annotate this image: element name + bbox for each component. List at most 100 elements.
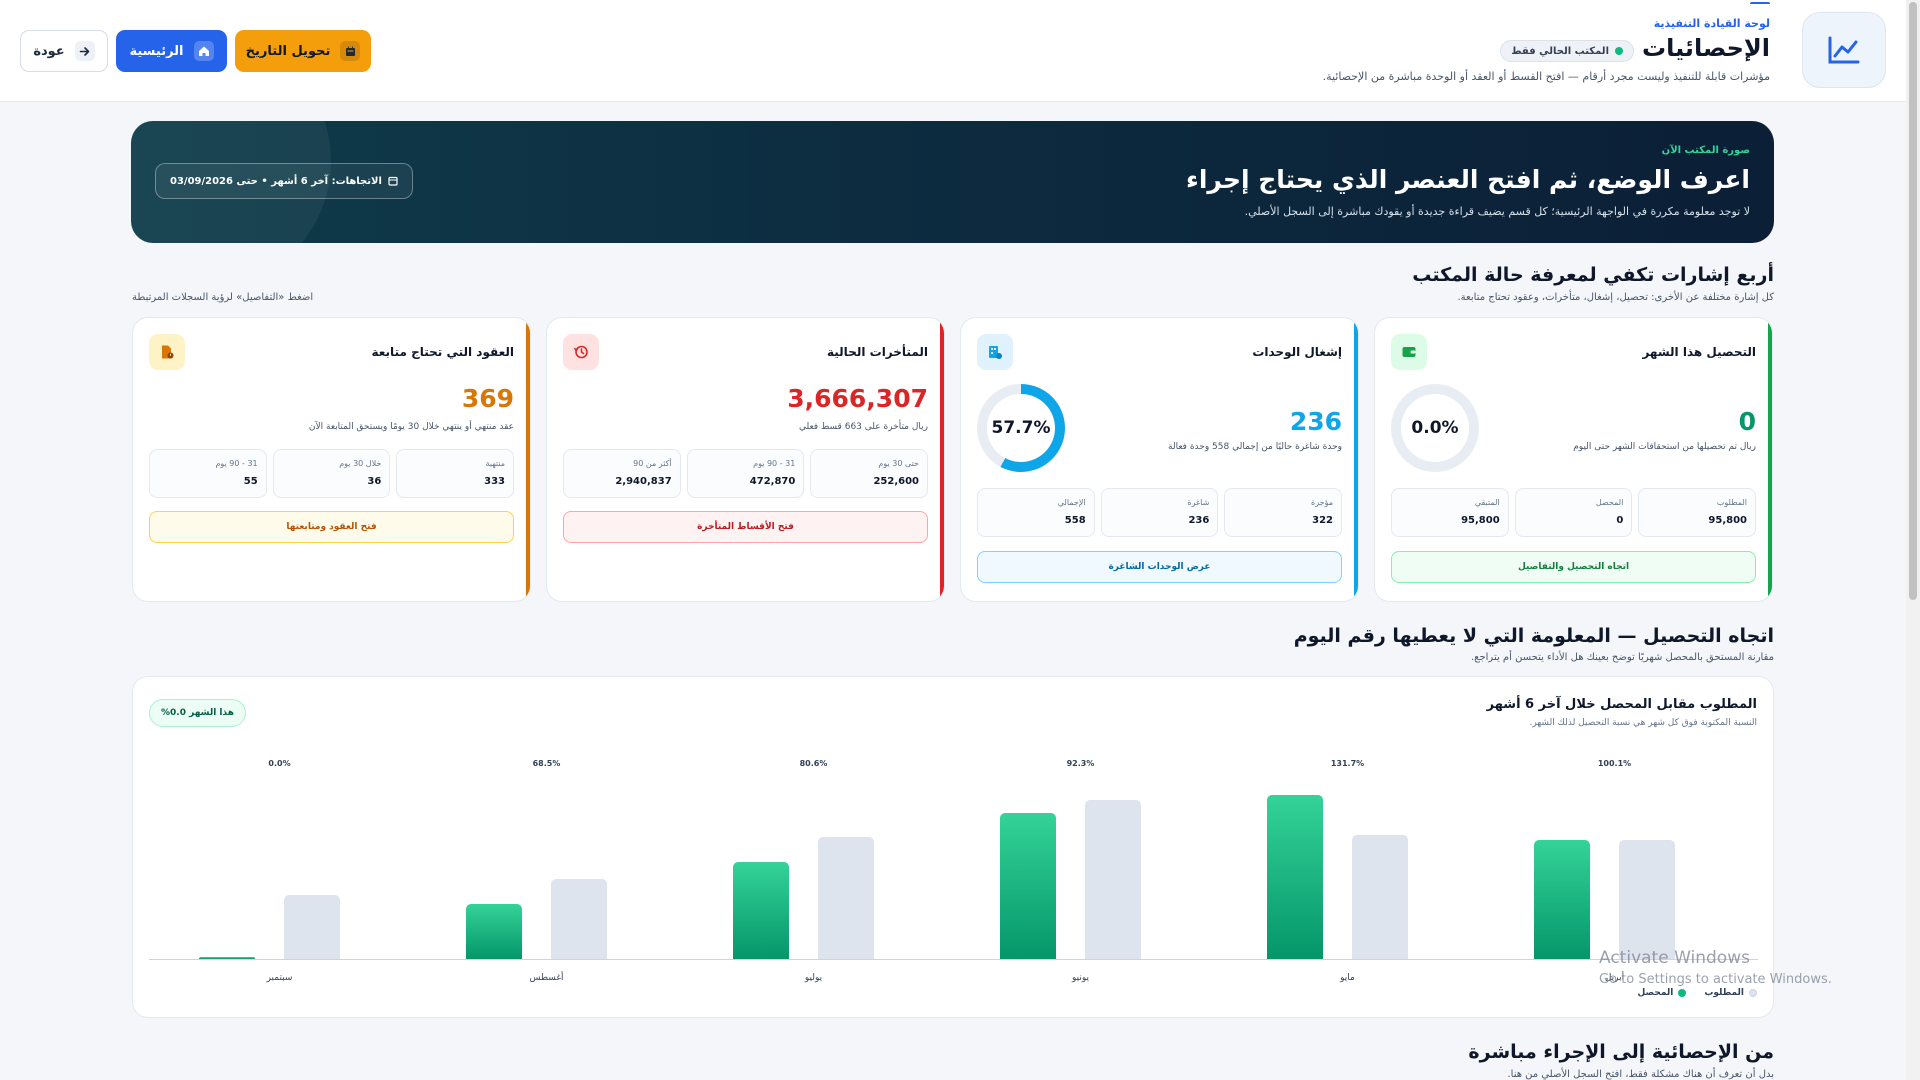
status-dot-icon [1615, 47, 1623, 55]
occupancy-rate-donut: 57.7% [977, 384, 1065, 472]
bar-required [284, 895, 340, 959]
stat-31-90: 31 - 90 يوم 472,870 [686, 449, 805, 498]
chart-line-icon [1828, 36, 1860, 64]
contract-icon [149, 334, 185, 370]
month-label: مايو [1340, 973, 1355, 983]
bar-collected [199, 956, 255, 959]
wallet-icon [1391, 334, 1427, 370]
action-section-subtitle: بدل أن تعرف أن هناك مشكلة فقط، افتح السج… [1507, 1069, 1774, 1080]
month-label: أغسطس [529, 973, 564, 983]
hero-description: لا توجد معلومة مكررة في الواجهة الرئيسية… [1244, 205, 1750, 218]
stat-31-90: 31 - 90 يوم 55 [148, 449, 267, 498]
collection-rate-label: 92.3% [1066, 759, 1095, 768]
app-logo [1802, 12, 1886, 88]
details-hint: اضغط «التفاصيل» لرؤية السجلات المرتبطة [132, 292, 314, 303]
stat-up-to-30: حتى 30 يوم 252,600 [810, 449, 928, 498]
collection-trend-chart: المطلوب مقابل المحصل خلال آخر 6 أشهر الن… [132, 676, 1774, 1018]
windows-activation-watermark: Activate Windows Go to Settings to activ… [1599, 948, 1832, 987]
arrow-icon [74, 41, 95, 61]
collection-rate-label: 100.1% [1597, 759, 1632, 768]
header-kicker: لوحة القيادة التنفيذية [1654, 2, 1770, 30]
arrears-description: ريال متأخرة على 663 قسط فعلي [798, 422, 928, 432]
page-title: الإحصائيات [1642, 34, 1770, 62]
bar-required [1085, 800, 1141, 959]
arrears-value: 3,666,307 [787, 384, 928, 413]
stat-rented: مؤجرة 322 [1224, 488, 1342, 537]
occupancy-card: إشغال الوحدات 57.7% 236 وحدة شاغرة حاليً… [960, 317, 1359, 602]
chart-plot-area: 100.1% أبريل 131.7% مايو 92.3% يونيو 80.6% يولي… [149, 759, 1758, 985]
home-button[interactable]: الرئيسية [116, 30, 227, 72]
arrears-stats: حتى 30 يوم 252,600 31 - 90 يوم 472,870 أكث… [562, 449, 928, 498]
hero-kicker: صورة المكتب الآن [1661, 145, 1750, 156]
chart-baseline [149, 959, 1758, 960]
contracts-description: عقد منتهي أو ينتهي خلال 30 يومًا ويستحق … [308, 422, 514, 432]
scrollbar-thumb[interactable] [1909, 2, 1917, 600]
chart-month-group: 0.0% سبتمبر [146, 759, 413, 985]
page-subtitle: مؤشرات قابلة للتنفيذ وليست مجرد أرقام — … [1322, 70, 1770, 83]
history-icon [563, 334, 599, 370]
signals-section-title: أربع إشارات تكفي لمعرفة حالة المكتب [1412, 264, 1774, 286]
month-label: يونيو [1071, 973, 1090, 983]
stat-within-30: خلال 30 يوم 36 [272, 449, 391, 498]
convert-date-button[interactable]: تحويل التاريخ [235, 30, 371, 72]
collection-rate-donut: 0.0% [1391, 384, 1479, 472]
chart-month-group: 92.3% يونيو [947, 759, 1214, 985]
stat-vacant: شاغرة 236 [1100, 488, 1219, 537]
follow-up-contracts-button[interactable]: فتح العقود ومتابعتها [149, 511, 514, 543]
collection-rate-label: 80.6% [799, 759, 828, 768]
overdue-installments-button[interactable]: فتح الأقساط المتأخرة [563, 511, 928, 543]
trend-section-subtitle: مقارنة المستحق بالمحصل شهريًا توضح بعينك… [1470, 652, 1774, 663]
arrears-card: المتأخرات الحالية 3,666,307 ريال متأخرة … [546, 317, 945, 602]
chart-month-group: 131.7% مايو [1214, 759, 1481, 985]
back-button[interactable]: عودة [20, 30, 108, 72]
stat-total: الإجمالي 558 [976, 488, 1095, 537]
card-title: العقود التي تحتاج متابعة [371, 345, 515, 359]
top-header: لوحة القيادة التنفيذية الإحصائيات المكتب… [0, 0, 1906, 102]
hero-banner: صورة المكتب الآن اعرف الوضع، ثم افتح الع… [131, 121, 1774, 243]
collection-rate-label: 0.0% [268, 759, 291, 768]
chart-month-group: 80.6% يوليو [680, 759, 947, 985]
bar-required [551, 878, 607, 959]
home-icon [193, 41, 214, 61]
bar-required [1352, 834, 1408, 959]
month-label: سبتمبر [266, 973, 293, 983]
month-label: أبريل [1604, 973, 1625, 983]
chart-month-group: 68.5% أغسطس [413, 759, 680, 985]
trend-section-title: اتجاه التحصيل — المعلومة التي لا يعطيها … [1293, 625, 1774, 647]
calendar-icon [340, 41, 361, 61]
vertical-scrollbar[interactable] [1906, 0, 1920, 1080]
calendar-icon [388, 176, 398, 186]
building-icon [977, 334, 1013, 370]
bar-collected [1267, 795, 1323, 959]
card-title: المتأخرات الحالية [827, 345, 928, 359]
bar-collected [733, 861, 789, 959]
card-title: إشغال الوحدات [1252, 345, 1342, 359]
office-scope-badge: المكتب الحالي فقط [1500, 40, 1634, 62]
legend-item-required: المطلوب [1704, 988, 1757, 998]
collection-details-button[interactable]: اتجاه التحصيل والتفاصيل [1391, 551, 1756, 583]
card-title: التحصيل هذا الشهر [1642, 345, 1756, 359]
bar-required [818, 837, 874, 959]
chart-title: المطلوب مقابل المحصل خلال آخر 6 أشهر [1486, 697, 1757, 712]
collection-stats: المطلوب 95,800 المحصل 0 المتبقي 95,800 [1390, 488, 1756, 537]
bar-collected [1000, 812, 1056, 959]
collection-card: التحصيل هذا الشهر 0.0% 0 ريال تم تحصيلها… [1374, 317, 1773, 602]
occupancy-description: وحدة شاغرة حاليًا من إجمالي 558 وحدة فعا… [1168, 442, 1342, 452]
vacant-units-button[interactable]: عرض الوحدات الشاغرة [977, 551, 1342, 583]
chart-legend: المطلوب المحصل [1637, 988, 1757, 998]
action-section-title: من الإحصائية إلى الإجراء مباشرة [1468, 1041, 1774, 1063]
signals-section-subtitle: كل إشارة مختلفة عن الأخرى: تحصيل، إشغال،… [1457, 292, 1775, 303]
period-pill: الاتجاهات: آخر 6 أشهر • حتى 03/09/2026 [155, 163, 413, 199]
stat-remaining: المتبقي 95,800 [1390, 488, 1509, 537]
contracts-card: العقود التي تحتاج متابعة 369 عقد منتهي أ… [132, 317, 531, 602]
bar-required [1619, 839, 1675, 959]
collection-description: ريال تم تحصيلها من استحقاقات الشهر حتى ا… [1573, 442, 1756, 452]
stat-over-90: أكثر من 90 2,940,837 [562, 449, 681, 498]
contracts-stats: منتهية 333 خلال 30 يوم 36 31 - 90 يوم 55 [148, 449, 514, 498]
collection-rate-label: 68.5% [532, 759, 561, 768]
chart-subtitle: النسبة المكتوبة فوق كل شهر هي نسبة التحص… [1529, 718, 1757, 728]
chart-month-group: 100.1% أبريل [1481, 759, 1748, 985]
this-month-badge: هذا الشهر 0.0% [149, 699, 246, 727]
stat-required: المطلوب 95,800 [1638, 488, 1756, 537]
legend-item-collected: المحصل [1637, 988, 1687, 998]
